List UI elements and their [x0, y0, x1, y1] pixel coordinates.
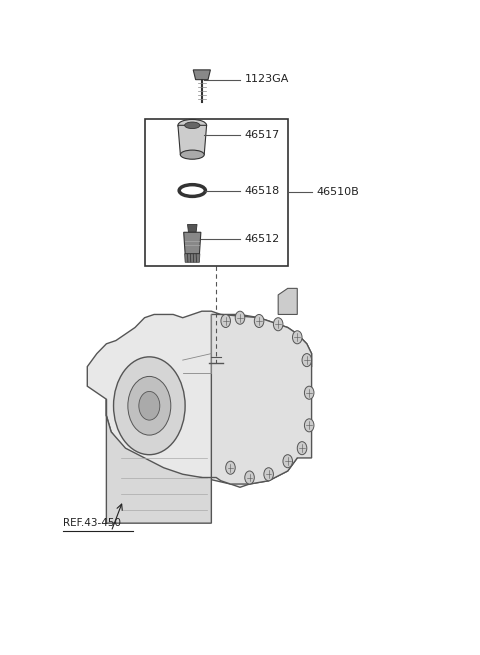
Circle shape [304, 386, 314, 400]
Text: 46518: 46518 [245, 185, 280, 196]
Polygon shape [107, 400, 211, 523]
Ellipse shape [185, 122, 200, 128]
Polygon shape [188, 253, 192, 262]
Text: 46510B: 46510B [316, 187, 359, 197]
Circle shape [226, 461, 235, 474]
Text: 1123GA: 1123GA [245, 74, 289, 84]
Circle shape [264, 468, 274, 481]
Circle shape [297, 441, 307, 455]
Circle shape [221, 314, 230, 328]
Polygon shape [178, 125, 206, 155]
Bar [144, 119, 288, 265]
Circle shape [114, 357, 185, 455]
Polygon shape [211, 314, 312, 484]
Polygon shape [184, 233, 201, 253]
Circle shape [139, 392, 160, 420]
Text: REF.43-450: REF.43-450 [63, 518, 121, 528]
Circle shape [302, 354, 312, 367]
Ellipse shape [180, 150, 204, 159]
Text: 46512: 46512 [245, 234, 280, 244]
Circle shape [254, 314, 264, 328]
Circle shape [245, 471, 254, 484]
Circle shape [128, 377, 171, 435]
Polygon shape [185, 253, 189, 262]
Polygon shape [191, 253, 194, 262]
Ellipse shape [183, 187, 201, 194]
Circle shape [235, 311, 245, 324]
Circle shape [304, 419, 314, 432]
Ellipse shape [178, 119, 206, 131]
Polygon shape [87, 311, 312, 487]
Text: 46517: 46517 [245, 130, 280, 140]
Circle shape [283, 455, 292, 468]
Circle shape [274, 318, 283, 331]
Polygon shape [278, 288, 297, 314]
Polygon shape [188, 225, 197, 233]
Polygon shape [193, 70, 210, 80]
Circle shape [292, 331, 302, 344]
Polygon shape [196, 253, 200, 262]
Polygon shape [193, 253, 197, 262]
